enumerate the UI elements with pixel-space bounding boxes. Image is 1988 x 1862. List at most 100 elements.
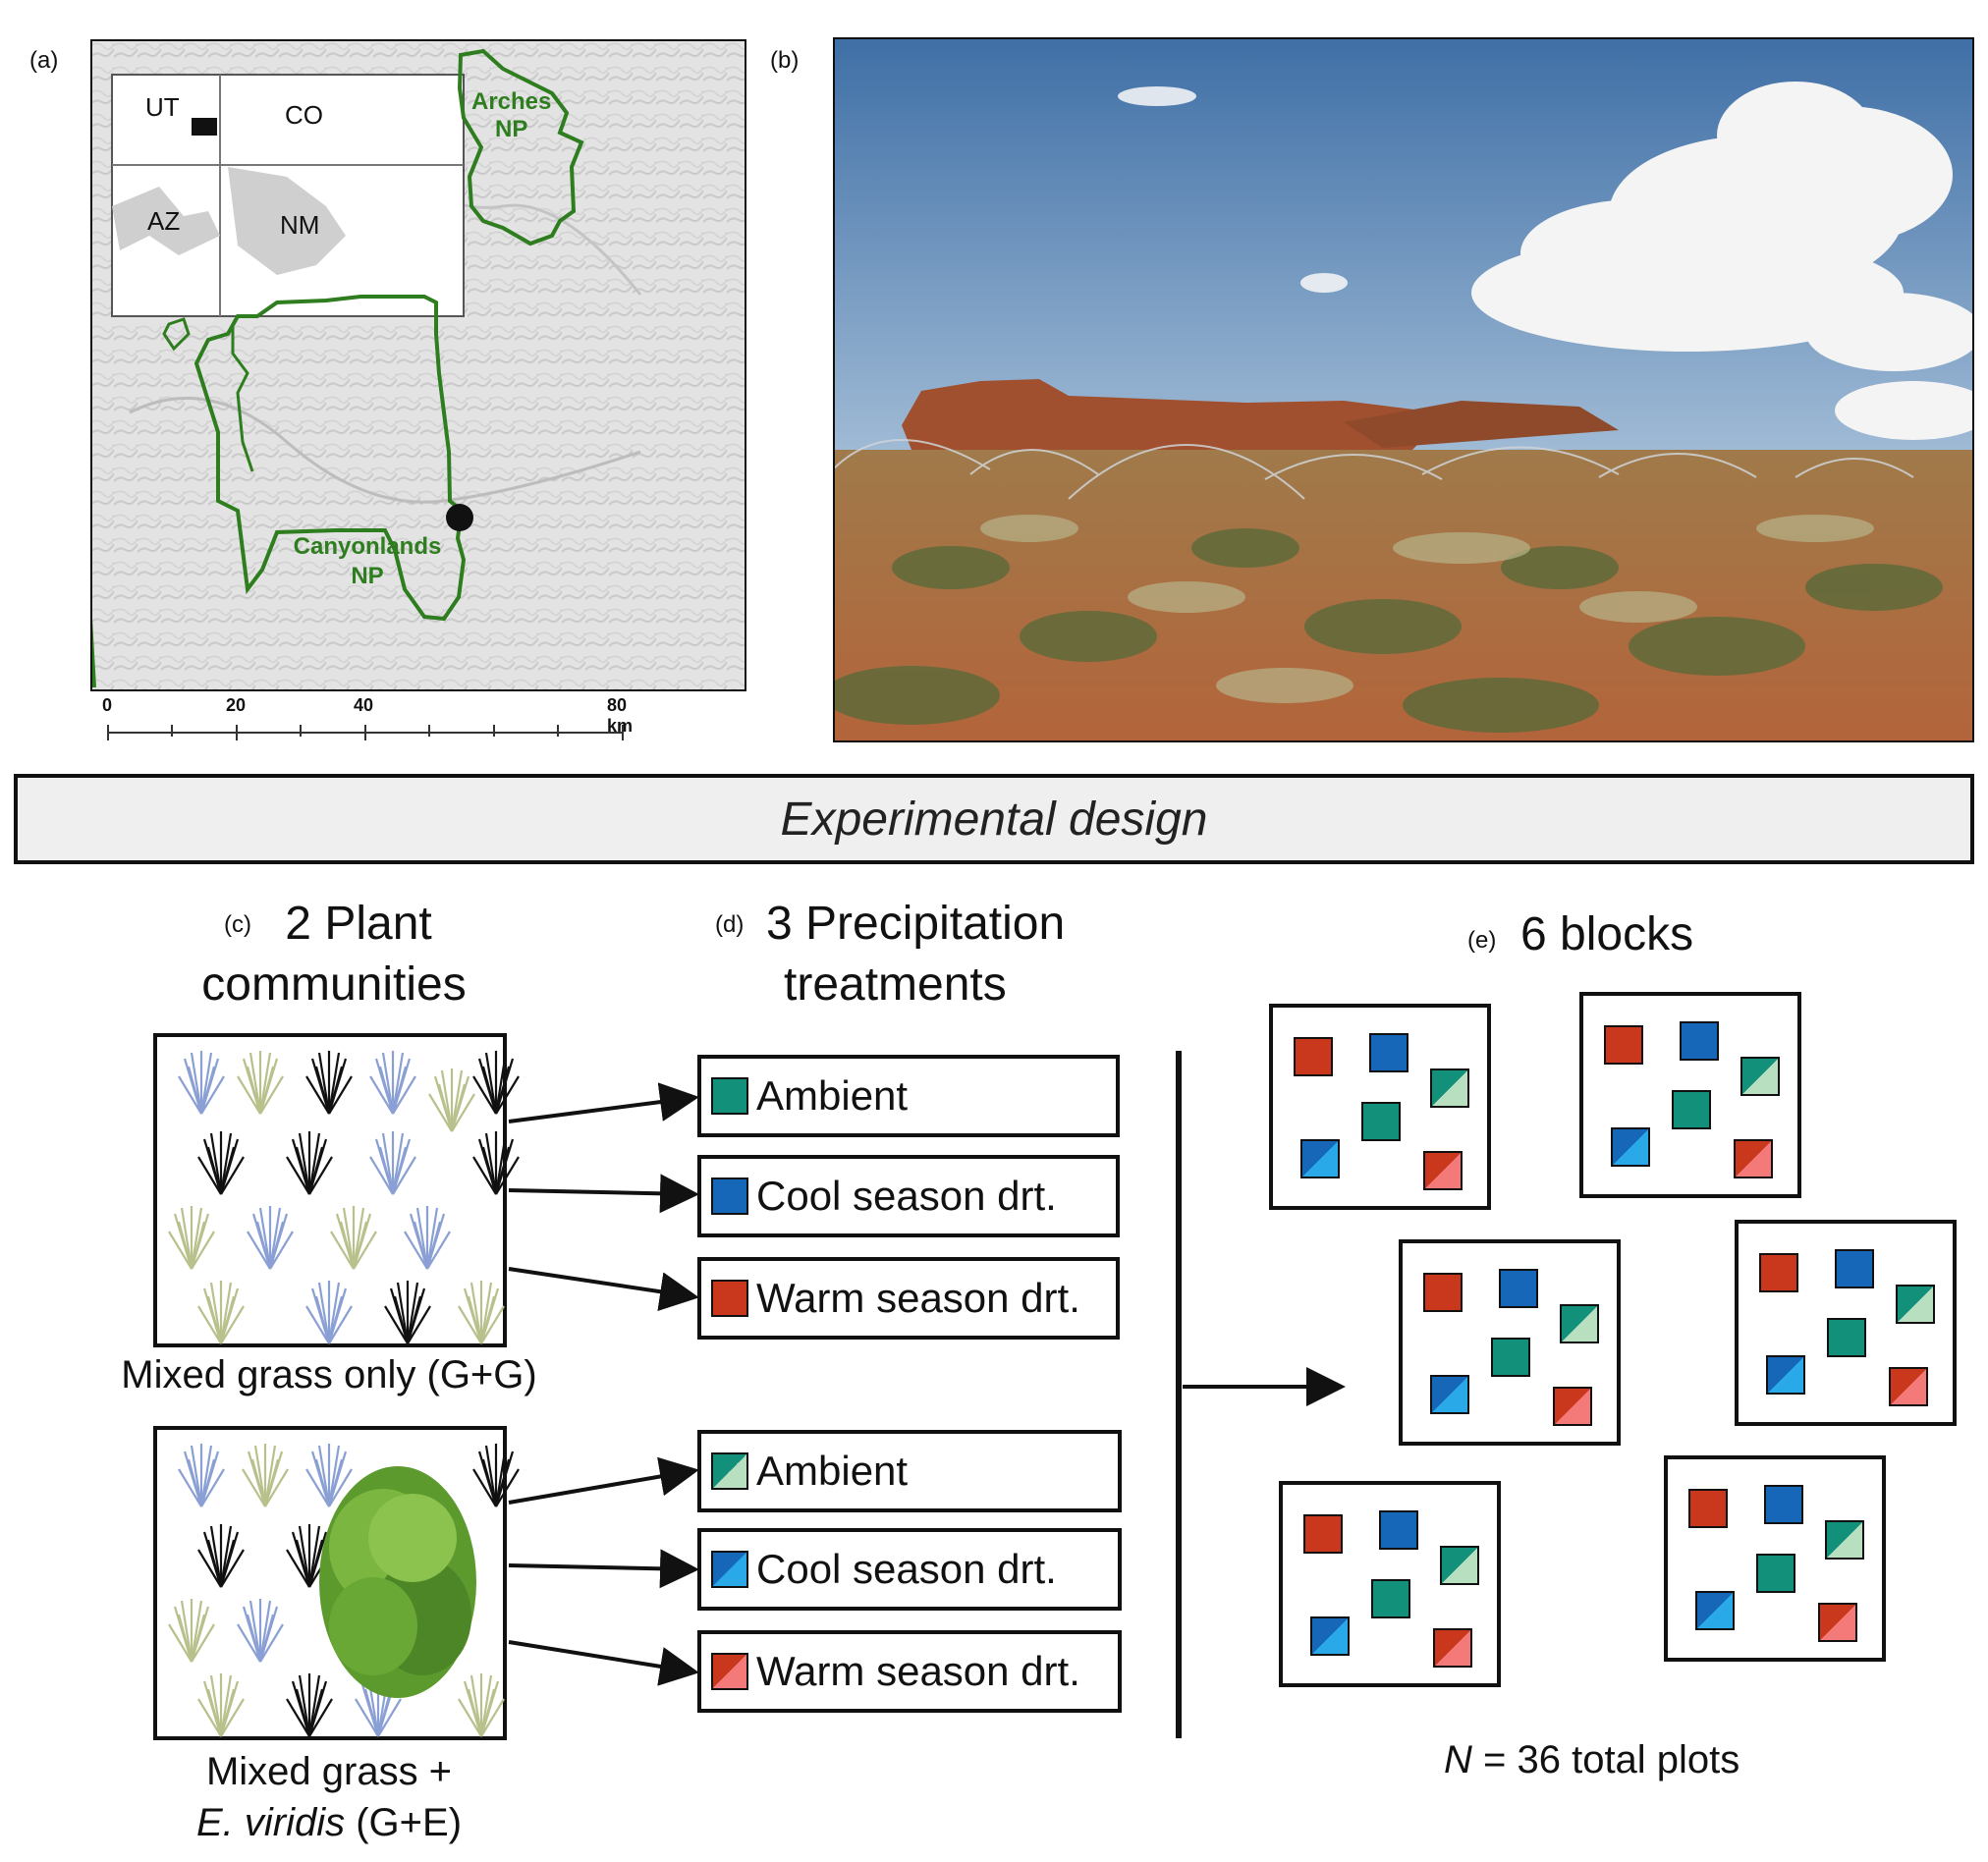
plot-cool-ge [1310,1616,1351,1656]
canyonlands-label-line2: NP [351,563,384,589]
grass-only-caption: Mixed grass only (G+G) [121,1353,537,1396]
plot-warm-gg [1302,1514,1343,1554]
shrub-species-name: E. viridis [195,1801,346,1844]
panel-label-b: (b) [770,47,800,74]
state-label-nm: NM [280,210,320,240]
plot-ambient-ge [1430,1068,1470,1108]
plot-cool-ge [1430,1375,1470,1414]
study-region-marker [192,118,217,136]
grass-plant-icon [196,1277,246,1350]
grass-shrub-community-box [153,1426,520,1743]
scale-tick-80: 80 km [607,695,634,736]
study-area-map [88,37,748,693]
plot-cool-gg [1378,1510,1418,1550]
arrow-ge-cool [508,1549,699,1589]
treatment-warm-ge: Warm season drt. [697,1630,1122,1713]
scale-tick-40: 40 [354,695,374,715]
grass-plant-icon [241,1440,290,1513]
grass-plant-icon [427,1065,476,1138]
experimental-block [1399,1239,1621,1446]
treatment-cool-ge: Cool season drt. [697,1528,1122,1611]
experimental-block [1269,1004,1491,1210]
treatment-label: Ambient [756,1072,909,1119]
treatment-label: Cool season drt. [756,1173,1057,1219]
warm-swatch [711,1280,748,1317]
banner-title: Experimental design [780,793,1208,846]
grass-plant-icon [177,1047,226,1121]
ambient-swatch [711,1077,748,1115]
arches-label: Arches NP [471,88,551,143]
treatment-label: Warm season drt. [756,1648,1080,1694]
grass-plant-icon [167,1595,216,1669]
scale-tick-20: 20 [226,695,247,715]
plot-warm-gg [1293,1037,1333,1076]
precipitation-title: 3 Precipitation treatments [766,894,1139,1015]
plot-ambient-ge [1740,1057,1781,1096]
state-label-az: AZ [147,206,181,236]
cool-split-swatch [711,1551,748,1588]
treatment-label: Warm season drt. [756,1275,1080,1321]
grass-vegetation [980,515,1874,703]
grass-plant-icon [383,1277,432,1350]
grass-plant-icon [457,1670,506,1743]
plot-ambient-gg [1756,1554,1796,1593]
plot-warm-ge [1888,1367,1928,1406]
plot-ambient-ge [1440,1546,1480,1585]
treatment-label: Ambient [756,1448,909,1494]
arrow-gg-warm [508,1267,699,1312]
plot-warm-gg [1687,1489,1728,1528]
grass-plant-icon [236,1595,285,1669]
arches-boundary [457,48,584,246]
plot-ambient-gg [1371,1579,1411,1618]
grass-plant-icon [471,1127,521,1201]
arrow-ge-warm [508,1640,699,1686]
plot-warm-ge [1552,1387,1592,1426]
arrow-gg-ambient [508,1082,699,1123]
treatment-cool-gg: Cool season drt. [697,1155,1120,1237]
grass-plant-icon [368,1047,417,1121]
small-park-parcel [162,317,191,352]
panel-label-c: (c) [224,911,251,938]
cumulus-cloud [1471,82,1988,440]
inset-terrain-shape [112,187,220,255]
grass-shrub-caption-line1: Mixed grass + [205,1750,453,1793]
plot-cool-ge [1766,1355,1806,1395]
plot-cool-gg [1679,1021,1719,1061]
cool-swatch [711,1177,748,1215]
plot-warm-ge [1733,1139,1773,1178]
arches-label-line2: NP [495,116,528,142]
plot-ambient-gg [1672,1090,1712,1129]
treatment-warm-gg: Warm season drt. [697,1257,1120,1340]
grass-plant-icon [196,1520,246,1594]
scale-bar-svg [107,725,624,740]
plant-communities-title-line2: communities [201,958,467,1011]
panel-label-e: (e) [1467,927,1497,954]
plant-communities-title-line1: 2 Plant [285,898,432,950]
experimental-block [1664,1455,1886,1662]
grass-plant-icon [457,1277,506,1350]
grass-shrub-caption: Mixed grass + E. viridis (G+E) [88,1746,570,1848]
blocks-title: 6 blocks [1520,908,1694,960]
total-plots-label: N = 36 total plots [1444,1738,1740,1782]
plot-warm-gg [1758,1253,1798,1292]
grass-only-community-box [153,1033,520,1350]
experimental-block [1279,1481,1501,1687]
grass-plant-icon [329,1202,378,1276]
warm-split-swatch [711,1653,748,1690]
grass-plant-icon [285,1127,334,1201]
plot-ambient-ge [1825,1520,1865,1560]
plot-warm-gg [1422,1273,1463,1312]
plot-ambient-ge [1896,1285,1936,1324]
ambient-split-swatch [711,1452,748,1490]
state-inset [111,74,465,317]
plot-cool-ge [1695,1591,1736,1630]
field-site-photo [823,35,1988,744]
panel-label-a: (a) [29,47,59,74]
experimental-block [1735,1220,1957,1426]
treatment-ambient-gg: Ambient [697,1055,1120,1137]
precipitation-title-line1: 3 Precipitation [766,898,1066,950]
plot-warm-ge [1817,1603,1857,1642]
grass-plant-icon [471,1440,521,1513]
plot-cool-ge [1611,1127,1651,1167]
